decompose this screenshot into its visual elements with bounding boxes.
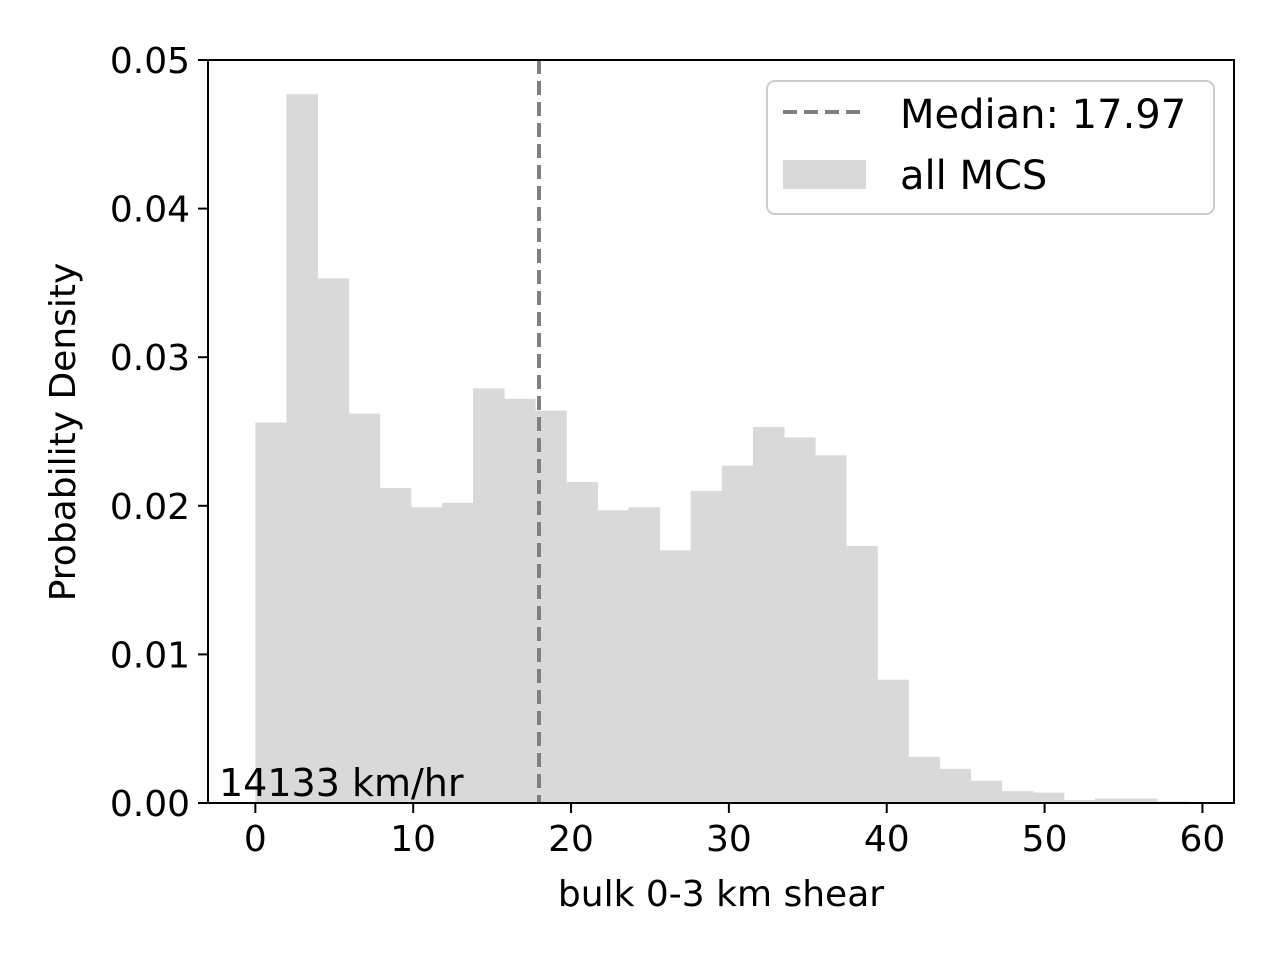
histogram-bar — [410, 507, 443, 803]
y-axis-label: Probability Density — [43, 263, 84, 602]
histogram-bar — [815, 455, 847, 803]
histogram-bar — [721, 465, 754, 803]
legend-all-mcs-label: all MCS — [900, 153, 1047, 199]
y-tick-label: 0.04 — [110, 190, 190, 231]
x-axis-label: bulk 0-3 km shear — [558, 874, 884, 915]
histogram-bar — [1063, 800, 1096, 803]
y-tick-label: 0.01 — [110, 635, 190, 676]
y-tick-label: 0.00 — [110, 784, 190, 825]
x-tick-label: 10 — [390, 819, 436, 860]
legend-median-label: Median: 17.97 — [900, 92, 1186, 138]
y-tick-label: 0.02 — [110, 487, 190, 528]
histogram-bar — [752, 427, 785, 803]
histogram-bar — [1032, 792, 1065, 803]
x-tick-label: 50 — [1022, 819, 1068, 860]
legend: Median: 17.97 all MCS — [766, 80, 1215, 215]
plot-frame — [207, 59, 1235, 804]
histogram-bar — [877, 679, 909, 803]
legend-all-mcs-swatch — [783, 160, 866, 189]
histogram-bar — [970, 780, 1003, 803]
histogram-bar — [348, 413, 381, 803]
x-tick-label: 60 — [1180, 819, 1226, 860]
histogram-bar — [441, 502, 474, 803]
histogram-bar — [255, 422, 287, 803]
histogram-bar — [908, 756, 940, 803]
histogram-bar — [597, 510, 630, 803]
histogram-bar — [659, 550, 692, 803]
histogram-bars — [255, 94, 1189, 804]
histogram-bar — [1094, 798, 1127, 803]
annotation-text: 14133 km/hr — [219, 761, 464, 805]
histogram-bar — [317, 278, 350, 803]
x-tick-label: 0 — [244, 819, 267, 860]
x-tick-label: 20 — [548, 819, 594, 860]
x-tick-label: 40 — [864, 819, 910, 860]
histogram-bar — [939, 768, 972, 803]
histogram-bar — [286, 94, 319, 804]
y-tick-label: 0.05 — [110, 41, 190, 82]
histogram-bar — [1001, 791, 1034, 803]
histogram-bar — [1126, 798, 1158, 803]
x-axis-ticks: 0 10 20 30 40 50 60 — [244, 803, 1225, 860]
y-tick-label: 0.03 — [110, 338, 190, 379]
x-tick-label: 30 — [706, 819, 752, 860]
histogram-bar — [628, 507, 661, 803]
histogram-bar — [566, 482, 598, 803]
y-axis-ticks: 0.00 0.01 0.02 0.03 0.04 0.05 — [110, 41, 208, 825]
histogram-bar — [846, 545, 878, 803]
histogram-bar — [783, 437, 816, 803]
legend-box — [766, 80, 1215, 215]
histogram-bar — [379, 487, 412, 803]
histogram-bar — [473, 388, 505, 803]
histogram-bar — [504, 398, 536, 803]
histogram-bar — [690, 490, 723, 803]
